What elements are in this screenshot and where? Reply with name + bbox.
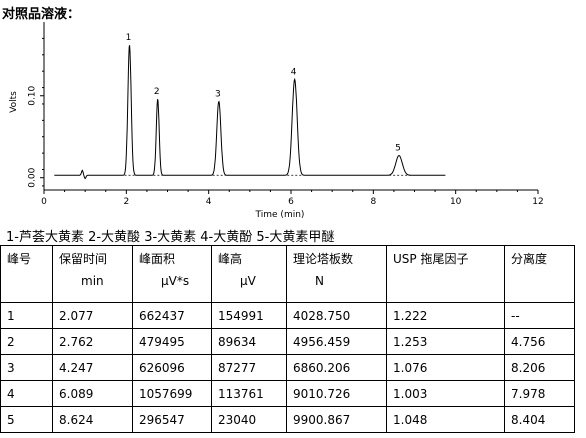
chromatogram-trace (54, 45, 446, 180)
table-cell: 89634 (211, 328, 287, 355)
y-tick-label: 0.10 (28, 85, 38, 105)
table-body: 1 2.077 662437 154991 4028.750 1.222 -- 2 2.762 4… (0, 302, 575, 433)
x-tick-label: 4 (206, 197, 212, 207)
table-cell: 662437 (132, 302, 212, 329)
table-cell: 6.089 (52, 380, 133, 407)
column-header-name: USP 拖尾因子 (393, 252, 469, 266)
peak-labels: 1 2 3 4 5 (126, 33, 401, 154)
chart-axes (43, 22, 538, 191)
table-cell: 3 (0, 354, 53, 381)
column-header: 峰号 (0, 245, 53, 303)
column-header-unit: N (315, 274, 324, 288)
table-cell: 1.003 (386, 380, 505, 407)
table-row: 4 6.089 1057699 113761 9010.726 1.003 7.978 (0, 380, 575, 407)
table-cell: 1 (0, 302, 53, 329)
column-header: 保留时间 min (52, 245, 133, 303)
table-cell: 7.978 (504, 380, 575, 407)
table-row: 3 4.247 626096 87277 6860.206 1.076 8.206 (0, 354, 575, 381)
peak-label: 2 (154, 87, 160, 97)
table-cell: 4028.750 (286, 302, 387, 329)
table-cell: 2.077 (52, 302, 133, 329)
column-header-unit: μV*s (161, 274, 190, 288)
column-header-name: 保留时间 (59, 252, 108, 266)
x-tick-label: 6 (288, 197, 294, 207)
chart-ticks: 0 2 4 6 8 10 12 0.00 0.10 (28, 37, 544, 207)
chromatogram-chart: 0 2 4 6 8 10 120.000.10 12 345 Time (min) Volts (9, 22, 544, 220)
table-cell: 4.247 (52, 354, 133, 381)
peak-label: 3 (215, 89, 221, 99)
table-cell: 1.048 (386, 406, 505, 433)
compound-legend: 1-芦荟大黄素 2-大黄酸 3-大黄素 4-大黄酚 5-大黄素甲醚 (6, 230, 335, 245)
table-cell: 2 (0, 328, 53, 355)
x-tick-label: 10 (450, 197, 462, 207)
x-tick-label: 0 (41, 197, 47, 207)
table-cell: -- (504, 302, 575, 329)
column-header: 分离度 (504, 245, 575, 303)
table-cell: 6860.206 (286, 354, 387, 381)
peak-label: 4 (291, 67, 297, 77)
x-tick-label: 8 (370, 197, 376, 207)
x-axis-label: Time (min) (255, 210, 305, 220)
column-header: 峰高 μV (211, 245, 287, 303)
column-header-name: 峰面积 (139, 252, 176, 266)
table-header-row: 峰号 保留时间 min 峰面积 μV*s 峰高 μV 理论塔板数 N USP 拖尾因子 分离度 (0, 245, 575, 303)
table-cell: 1.222 (386, 302, 505, 329)
table-cell: 87277 (211, 354, 287, 381)
table-cell: 113761 (211, 380, 287, 407)
table-cell: 8.206 (504, 354, 575, 381)
table-cell: 5 (0, 406, 53, 433)
table-cell: 479495 (132, 328, 212, 355)
table-cell: 9900.867 (286, 406, 387, 433)
table-row: 5 8.624 296547 23040 9900.867 1.048 8.404 (0, 406, 575, 433)
column-header-name: 峰号 (7, 252, 32, 266)
y-tick-label: 0.00 (28, 167, 38, 187)
table-cell: 23040 (211, 406, 287, 433)
column-header: 理论塔板数 N (286, 245, 387, 303)
table-row: 2 2.762 479495 89634 4956.459 1.253 4.756 (0, 328, 575, 355)
table-cell: 4.756 (504, 328, 575, 355)
table-cell: 1.253 (386, 328, 505, 355)
table-cell: 154991 (211, 302, 287, 329)
table-cell: 8.624 (52, 406, 133, 433)
column-header-name: 峰高 (218, 252, 243, 266)
table-cell: 1.076 (386, 354, 505, 381)
table-cell: 296547 (132, 406, 212, 433)
column-header-name: 分离度 (511, 252, 548, 266)
section-heading: 对照品溶液： (2, 7, 81, 22)
peak-label: 5 (395, 144, 401, 154)
table-cell: 626096 (132, 354, 212, 381)
table-cell: 9010.726 (286, 380, 387, 407)
column-header-unit: min (81, 274, 104, 288)
column-header: USP 拖尾因子 (386, 245, 505, 303)
peak-label: 1 (126, 33, 132, 43)
x-tick-label: 12 (532, 197, 543, 207)
x-tick-label: 2 (123, 197, 129, 207)
table-cell: 4956.459 (286, 328, 387, 355)
table-cell: 2.762 (52, 328, 133, 355)
column-header-unit: μV (240, 274, 256, 288)
y-axis-label: Volts (9, 91, 19, 113)
table-cell: 1057699 (132, 380, 212, 407)
table-cell: 8.404 (504, 406, 575, 433)
column-header-name: 理论塔板数 (293, 252, 354, 266)
table-row: 1 2.077 662437 154991 4028.750 1.222 -- (0, 302, 575, 329)
table-cell: 4 (0, 380, 53, 407)
column-header: 峰面积 μV*s (132, 245, 212, 303)
